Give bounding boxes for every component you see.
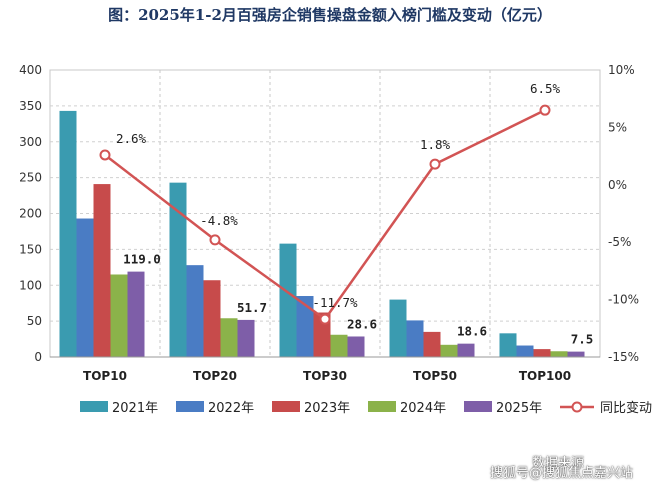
- y-left-tick-label: 150: [19, 242, 42, 256]
- line-point: [99, 149, 111, 161]
- y-right-tick-label: 10%: [608, 63, 635, 77]
- bar: [567, 351, 585, 357]
- bar: [347, 336, 365, 357]
- x-tick-label: TOP50: [413, 369, 457, 383]
- bar: [423, 331, 441, 357]
- legend-label: 2021年: [112, 401, 158, 416]
- y-right-tick-label: -5%: [608, 235, 631, 249]
- line-point: [209, 234, 221, 246]
- bars: [59, 110, 585, 358]
- bar: [279, 243, 297, 357]
- bar: [516, 345, 534, 357]
- y-left-tick-label: 250: [19, 171, 42, 185]
- watermark-sohu: 搜狐号@搜狐焦点嘉兴站: [490, 466, 634, 481]
- legend-label: 2022年: [208, 401, 254, 416]
- bar: [203, 280, 221, 357]
- y-left-tick-label: 350: [19, 99, 42, 113]
- line-data-label: 2.6%: [116, 131, 147, 146]
- bar: [127, 271, 145, 357]
- legend-swatch: [80, 401, 108, 412]
- bar: [220, 318, 238, 357]
- watermark-source: 数据来源: [532, 456, 585, 471]
- legend-swatch: [176, 401, 204, 412]
- bar-data-label: 7.5: [571, 332, 594, 347]
- y-left-tick-label: 200: [19, 207, 42, 221]
- line-series: [99, 104, 551, 325]
- legend-swatch: [368, 401, 396, 412]
- line-point: [429, 158, 441, 170]
- y-left-tick-label: 400: [19, 63, 42, 77]
- line-point: [539, 104, 551, 116]
- legend-swatch: [272, 401, 300, 412]
- bar-data-label: 18.6: [457, 324, 487, 339]
- bar: [169, 182, 187, 357]
- bar: [186, 265, 204, 357]
- y-left-tick-label: 50: [27, 314, 42, 328]
- axes: 0 50 100 150 200 250 300 350 400 -15% -10% -5% 0% 5% 1…: [19, 63, 639, 383]
- bar: [406, 320, 424, 357]
- bar: [457, 343, 475, 357]
- chart-title: 图：2025年1-2月百强房企销售操盘金额入榜门槛及变动（亿元）: [108, 6, 552, 24]
- x-tick-label: TOP30: [303, 369, 347, 383]
- x-tick-label: TOP10: [83, 369, 127, 383]
- bar: [550, 351, 568, 357]
- bar: [110, 274, 128, 357]
- legend-label: 同比变动: [600, 400, 652, 416]
- bar-data-label: 51.7: [237, 300, 267, 315]
- line-data-label: -11.7%: [312, 295, 358, 310]
- legend: 2021年 2022年 2023年 2024年 2025年 同比变动: [80, 400, 652, 416]
- bar: [330, 334, 348, 357]
- bar-data-label: 28.6: [347, 316, 377, 331]
- bar: [59, 110, 77, 358]
- bar: [237, 319, 255, 357]
- y-right-tick-label: 0%: [608, 178, 627, 192]
- bar: [440, 344, 458, 357]
- bar: [296, 296, 314, 357]
- legend-label: 2024年: [400, 401, 446, 416]
- legend-line-marker: [571, 401, 583, 413]
- legend-swatch: [464, 401, 492, 412]
- bar-data-label: 119.0: [123, 252, 161, 267]
- x-tick-label: TOP100: [519, 369, 571, 383]
- bar: [499, 333, 517, 357]
- line-data-label: 6.5%: [530, 81, 561, 96]
- y-right-tick-label: -10%: [608, 293, 639, 307]
- bar: [93, 184, 111, 357]
- line-data-label: -4.8%: [200, 213, 238, 228]
- bar: [533, 349, 551, 357]
- legend-label: 2025年: [496, 401, 542, 416]
- labels: 119.0 51.7 28.6 18.6 7.5 2.6% -4.8% -11.7% 1.8% 6…: [116, 81, 593, 346]
- line-data-label: 1.8%: [420, 137, 451, 152]
- x-tick-label: TOP20: [193, 369, 237, 383]
- y-left-tick-label: 100: [19, 278, 42, 292]
- y-left-tick-label: 0: [34, 350, 42, 364]
- bar: [389, 299, 407, 357]
- line-point: [319, 313, 331, 325]
- y-left-tick-label: 300: [19, 135, 42, 149]
- legend-label: 2023年: [304, 401, 350, 416]
- y-right-tick-label: 5%: [608, 120, 627, 134]
- y-right-tick-label: -15%: [608, 350, 639, 364]
- bar: [76, 218, 94, 357]
